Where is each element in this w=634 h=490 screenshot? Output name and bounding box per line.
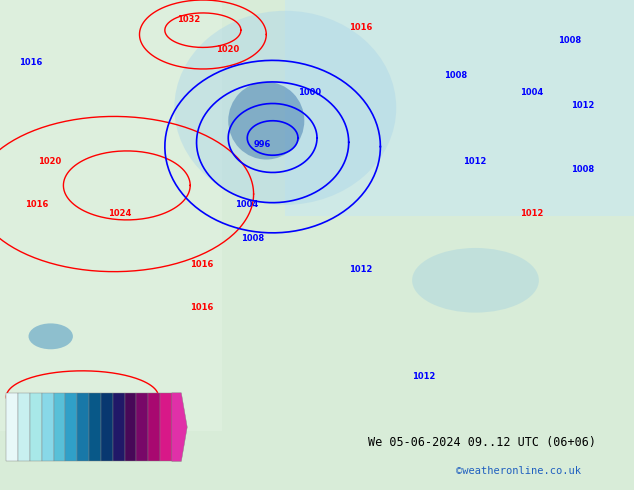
- Ellipse shape: [174, 11, 396, 205]
- Text: 1032: 1032: [178, 15, 201, 24]
- Text: Precipitation [mm] ECMWF: Precipitation [mm] ECMWF: [6, 436, 178, 449]
- Bar: [6, 393, 18, 462]
- Bar: [18, 393, 30, 462]
- Text: 1008: 1008: [444, 71, 467, 79]
- Bar: [89, 393, 101, 462]
- Bar: [113, 393, 124, 462]
- Text: 1000: 1000: [298, 88, 321, 97]
- Ellipse shape: [29, 323, 73, 349]
- Text: 1008: 1008: [241, 235, 264, 244]
- Text: 1012: 1012: [349, 265, 372, 273]
- Bar: [136, 393, 148, 462]
- Text: 1004: 1004: [520, 88, 543, 97]
- Text: 1016: 1016: [349, 23, 372, 32]
- Bar: [160, 393, 172, 462]
- Bar: [65, 393, 77, 462]
- Bar: [124, 393, 136, 462]
- Text: 1016: 1016: [19, 58, 42, 67]
- Text: 1020: 1020: [216, 45, 239, 54]
- Bar: [42, 393, 54, 462]
- Bar: [30, 393, 42, 462]
- Bar: [0, 0, 222, 431]
- Text: 1020: 1020: [38, 157, 61, 166]
- Bar: [101, 393, 113, 462]
- Text: 1020: 1020: [38, 398, 61, 407]
- Text: 1012: 1012: [463, 157, 486, 166]
- Text: 1012: 1012: [520, 209, 543, 218]
- Text: ©weatheronline.co.uk: ©weatheronline.co.uk: [456, 466, 581, 476]
- Bar: [285, 0, 634, 216]
- Text: 1024: 1024: [108, 209, 131, 218]
- Text: 1016: 1016: [190, 303, 214, 313]
- Bar: [77, 393, 89, 462]
- Text: 1004: 1004: [235, 200, 258, 209]
- Ellipse shape: [412, 248, 539, 313]
- Text: We 05-06-2024 09..12 UTC (06+06): We 05-06-2024 09..12 UTC (06+06): [368, 436, 596, 449]
- Text: 1016: 1016: [25, 200, 49, 209]
- Text: 1012: 1012: [412, 372, 436, 381]
- Text: 1008: 1008: [571, 166, 593, 174]
- Text: 996: 996: [254, 140, 271, 148]
- FancyArrow shape: [172, 393, 187, 462]
- Ellipse shape: [228, 82, 304, 160]
- Bar: [148, 393, 160, 462]
- Text: 1008: 1008: [558, 36, 581, 45]
- Text: 1012: 1012: [571, 101, 594, 110]
- Text: 1016: 1016: [190, 260, 214, 270]
- Bar: [54, 393, 65, 462]
